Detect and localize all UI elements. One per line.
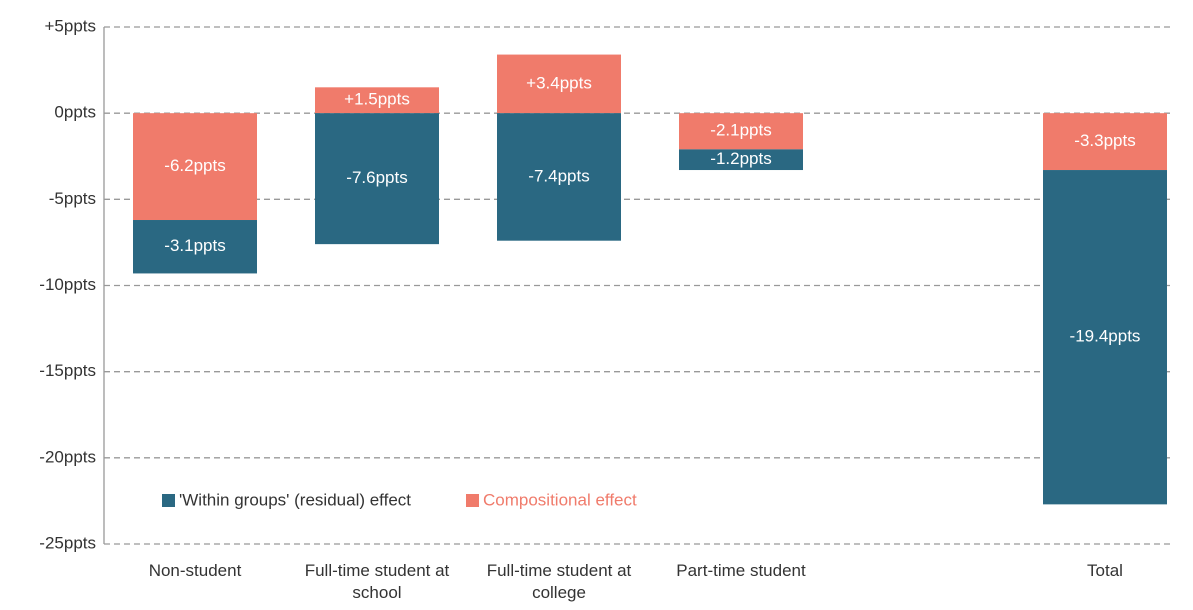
bar — [679, 113, 803, 150]
x-tick-label: Part-time student — [676, 561, 806, 580]
data-label: -7.6ppts — [346, 168, 407, 187]
bar — [1043, 170, 1167, 505]
y-tick-label: -15ppts — [39, 361, 96, 380]
bar — [679, 149, 803, 171]
bar — [133, 220, 257, 274]
legend-swatch — [162, 494, 175, 507]
bar — [315, 87, 439, 114]
x-tick-label: Full-time student at college — [486, 561, 632, 602]
x-tick-label: Non-student — [148, 561, 242, 580]
data-label: -7.4ppts — [528, 166, 589, 185]
bar — [1043, 113, 1167, 171]
y-tick-label: 0ppts — [54, 103, 96, 122]
bar — [133, 113, 257, 221]
y-tick-label: -10ppts — [39, 275, 96, 294]
y-tick-label: -5ppts — [49, 189, 96, 208]
data-label: -1.2ppts — [710, 149, 771, 168]
legend-label: Compositional effect — [483, 490, 637, 509]
x-tick-label: Full-time student at school — [304, 561, 450, 602]
data-label: -6.2ppts — [164, 156, 225, 175]
data-label: -19.4ppts — [1070, 327, 1141, 346]
y-tick-label: +5ppts — [44, 16, 96, 35]
y-tick-label: -25ppts — [39, 533, 96, 552]
x-tick-label: Total — [1087, 561, 1123, 580]
legend-label: 'Within groups' (residual) effect — [179, 490, 411, 509]
data-label: +1.5ppts — [344, 90, 410, 109]
legend-swatch — [466, 494, 479, 507]
data-label: +3.4ppts — [526, 73, 592, 92]
bar — [315, 113, 439, 245]
data-label: -3.3ppts — [1074, 131, 1135, 150]
data-label: -3.1ppts — [164, 236, 225, 255]
bar — [497, 113, 621, 241]
data-label: -2.1ppts — [710, 121, 771, 140]
bar — [497, 54, 621, 114]
y-tick-label: -20ppts — [39, 447, 96, 466]
